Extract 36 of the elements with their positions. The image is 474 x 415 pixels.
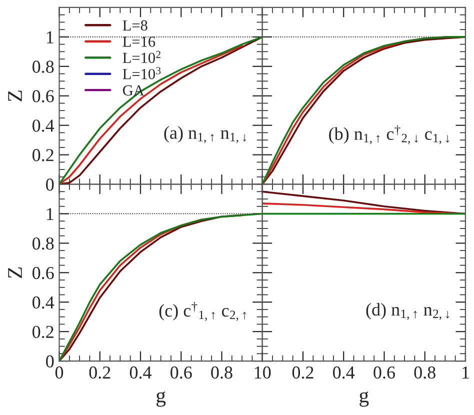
x-tick-label: 0.8 <box>211 366 232 379</box>
legend-label: L=16 <box>122 36 156 47</box>
y-tick-label: 0.4 <box>32 120 54 132</box>
legend-label: L=8 <box>122 20 148 31</box>
x-axis-title: g <box>156 392 166 407</box>
y-tick-label: 1 <box>46 31 54 44</box>
annotation: (d) n$_{1,↑}$ n$_{2,↓}$ <box>366 302 450 320</box>
x-tick-label: 0.2 <box>292 366 314 379</box>
y-tick-label: 0.8 <box>32 60 54 73</box>
x-tick-label: 0 <box>55 366 64 379</box>
y-tick-label: 0.8 <box>32 237 54 250</box>
y-axis-title: Z <box>8 267 22 278</box>
y-axis-title: Z <box>8 90 22 102</box>
x-tick-label: 0.4 <box>130 366 152 379</box>
annotation: (a) n$_{1,↑}$ n$_{1,↓}$ <box>164 126 246 144</box>
y-tick-label: 0 <box>46 178 54 191</box>
y-tick-label: 0.2 <box>32 149 54 162</box>
x-tick-label: 0.6 <box>170 366 192 379</box>
x-tick-label: 0.2 <box>89 366 110 379</box>
x-tick-label: 1 <box>254 366 262 378</box>
y-tick-label: 0 <box>46 355 54 368</box>
legend-label: L=10$^{2}$ <box>122 50 160 64</box>
y-tick-label: 1 <box>46 208 54 220</box>
x-tick-label: 0.6 <box>374 366 395 379</box>
y-tick-label: 0.6 <box>32 90 54 102</box>
x-tick-label: 0.8 <box>414 366 436 379</box>
x-tick-label: 1 <box>462 366 469 378</box>
x-tick-label: 0.4 <box>333 366 355 379</box>
annotation: (c) c$^{†}$$_{1,↑}$ c$_{2,↑}$ <box>159 302 246 321</box>
legend-label: L=10$^{3}$ <box>122 67 161 80</box>
x-tick-label: 0 <box>263 366 271 379</box>
annotation: (b) n$_{1,↑}$ c$^{†}$$_{2,↓}$ c$_{1,↓}$ <box>329 125 449 144</box>
x-axis-title: g <box>360 392 369 407</box>
y-tick-label: 0.6 <box>32 266 54 280</box>
y-tick-label: 0.2 <box>32 326 54 338</box>
y-tick-label: 0.4 <box>32 296 54 309</box>
